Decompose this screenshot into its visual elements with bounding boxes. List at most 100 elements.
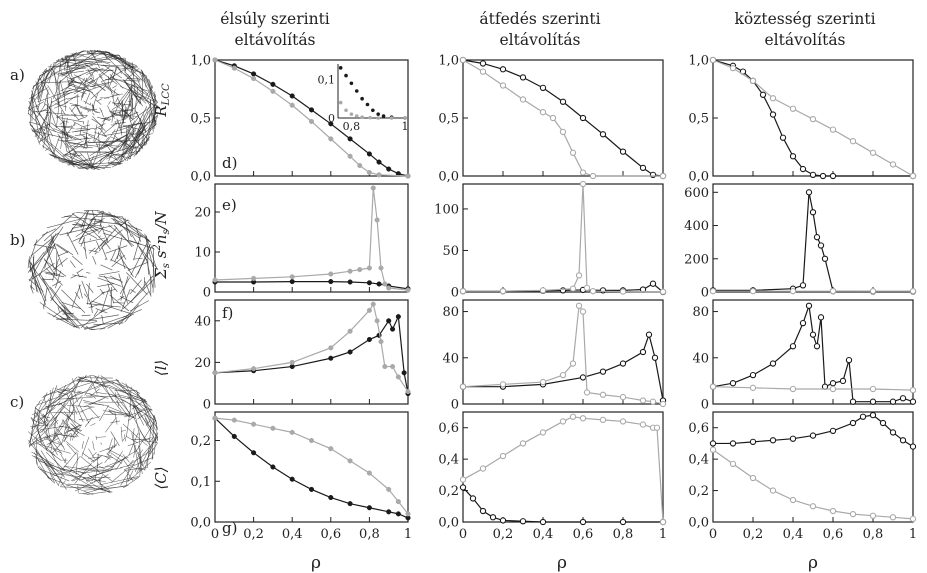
network-edge — [136, 76, 144, 95]
network-edge — [62, 86, 84, 93]
network-edge — [45, 103, 66, 125]
network-edge — [139, 429, 150, 446]
data-point — [709, 446, 717, 453]
network-edge — [122, 477, 139, 489]
data-point — [289, 102, 295, 108]
network-edge — [27, 101, 44, 111]
network-edge — [143, 277, 145, 290]
network-edge — [100, 377, 114, 403]
network-edge — [90, 423, 96, 427]
network-edge — [43, 433, 63, 439]
network-edge — [123, 121, 154, 127]
network-edge — [49, 286, 71, 314]
panel-letter-g: g) — [222, 519, 237, 537]
data-point — [479, 507, 487, 515]
data-point — [469, 495, 477, 502]
network-edge — [92, 255, 97, 265]
x-tick-label: 0 — [459, 527, 467, 542]
network-edge — [95, 215, 123, 218]
network-edge — [129, 116, 140, 131]
y-tick-label: 0,0 — [688, 170, 709, 185]
data-point — [749, 474, 757, 482]
network-edge — [65, 441, 79, 452]
data-point — [401, 370, 407, 376]
network-edge — [120, 85, 156, 102]
network-graph-a — [27, 49, 159, 171]
data-point — [599, 416, 607, 424]
network-edge — [64, 426, 70, 443]
data-point — [729, 64, 737, 72]
network-edge — [53, 128, 82, 141]
data-point — [366, 265, 372, 271]
inset-plot: 0 0,1 0,8 1 — [318, 64, 409, 133]
network-edge — [99, 288, 105, 295]
data-point — [899, 395, 907, 402]
data-point — [366, 151, 372, 157]
network-edge — [52, 432, 71, 454]
data-point — [559, 287, 567, 294]
data-point — [599, 131, 607, 138]
network-edge — [36, 392, 71, 406]
network-edge — [60, 50, 85, 60]
network-edge — [38, 134, 50, 143]
panel-letter-e: e) — [222, 196, 237, 214]
data-point — [769, 111, 777, 118]
network-edge — [128, 86, 147, 104]
data-point — [251, 275, 257, 281]
network-edge — [61, 301, 81, 310]
data-point — [347, 153, 353, 159]
network-edge — [110, 249, 117, 262]
inset-point — [368, 115, 372, 120]
data-point — [405, 511, 411, 517]
panel-1-1: 0,0 0,5 1,0 0 0,1 0,8 1 — [190, 54, 411, 185]
network-edge — [93, 322, 124, 326]
data-point — [382, 364, 388, 370]
y-tick-label: 0 — [701, 286, 709, 301]
network-edge — [152, 115, 157, 125]
network-edge — [83, 100, 91, 106]
x-tick-label: 0,6 — [320, 527, 341, 542]
data-point — [659, 172, 667, 180]
network-edge — [60, 480, 66, 487]
network-edge — [30, 239, 38, 260]
data-point — [366, 280, 372, 286]
data-point — [849, 398, 857, 405]
network-edge — [61, 137, 93, 142]
network-edge — [49, 472, 56, 484]
network-edge — [141, 131, 143, 133]
network-edge — [124, 110, 127, 114]
network-edge — [132, 428, 135, 441]
network-edge — [101, 247, 108, 261]
network-edge — [117, 139, 150, 159]
network-edge — [84, 382, 93, 396]
network-edge — [106, 443, 118, 455]
network-edge — [57, 251, 69, 257]
network-edge — [75, 211, 110, 216]
network-edge — [84, 225, 113, 233]
network-edge — [99, 158, 102, 164]
network-edge — [60, 486, 95, 489]
network-edge — [52, 258, 59, 281]
network-edge — [144, 415, 149, 424]
data-point — [579, 114, 587, 122]
network-edge — [61, 289, 86, 314]
data-point — [328, 446, 334, 452]
network-edge — [122, 279, 155, 310]
network-edge — [108, 65, 119, 89]
network-edge — [122, 454, 130, 463]
network-edge — [91, 146, 101, 170]
data-point — [539, 518, 547, 526]
series-gray — [459, 56, 667, 180]
data-point — [909, 172, 917, 180]
network-edge — [107, 444, 114, 456]
y-tick-label: 0,6 — [438, 421, 459, 436]
data-point — [879, 419, 887, 427]
network-edge — [74, 476, 106, 492]
network-edge — [92, 115, 106, 132]
network-edge — [52, 428, 58, 440]
network-edge — [74, 134, 86, 136]
network-edge — [120, 124, 123, 136]
network-edge — [73, 149, 116, 165]
network-edge — [134, 456, 143, 473]
network-edge — [125, 67, 140, 81]
